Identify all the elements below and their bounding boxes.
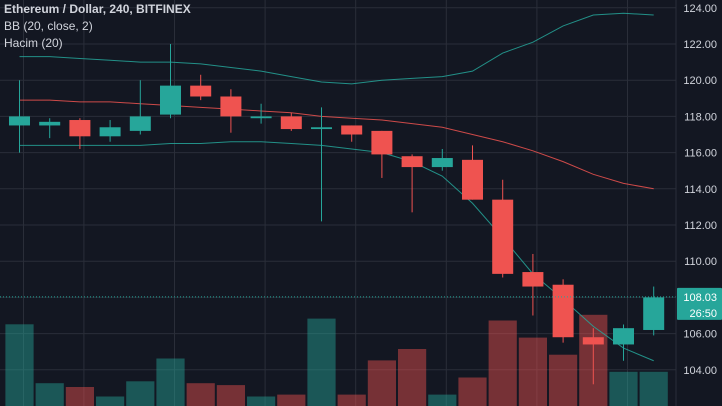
- candle-body: [431, 158, 453, 168]
- candle-body: [129, 116, 151, 131]
- volume-bar: [156, 358, 185, 406]
- candle-body: [220, 96, 242, 117]
- volume-bar: [337, 394, 366, 406]
- price-axis[interactable]: 124.00 122.00 120.00 118.00 116.00 114.00 112.…: [675, 0, 722, 406]
- volume-bar: [247, 396, 276, 406]
- candle-body: [643, 297, 665, 330]
- bb-indicator-label[interactable]: BB (20, close, 2): [4, 19, 93, 33]
- bb-lower-line: [19, 141, 654, 362]
- candle-body: [39, 121, 61, 126]
- axis-tick-label: 110.00: [684, 256, 717, 268]
- candle-body: [462, 159, 483, 200]
- candle-body: [522, 272, 544, 287]
- candle-body: [371, 130, 393, 155]
- axis-tick-label: 106.00: [683, 329, 717, 341]
- volume-bar: [609, 371, 638, 406]
- axis-background: [676, 0, 722, 406]
- volume-bar: [639, 371, 668, 406]
- volume-bars: [5, 314, 668, 406]
- volume-bar: [35, 383, 64, 406]
- axis-tick-label: 116.00: [684, 148, 717, 160]
- axis-tick-label: 114.00: [684, 184, 717, 196]
- candle-body: [311, 127, 332, 130]
- bb-upper-line: [19, 12, 654, 85]
- volume-bar: [5, 324, 34, 406]
- price-tag-countdown: 26:50: [689, 308, 717, 320]
- candle-body: [160, 85, 181, 115]
- volume-bar: [367, 360, 396, 406]
- candle-body: [280, 116, 302, 130]
- candle-body: [99, 127, 121, 137]
- candle-body: [250, 116, 272, 119]
- price-tag: [677, 287, 722, 320]
- volume-bar: [65, 387, 94, 406]
- volume-bar: [126, 381, 155, 406]
- axis-tick-label: 118.00: [684, 111, 717, 123]
- candle-body: [69, 120, 91, 137]
- candle-body: [552, 284, 574, 338]
- volume-bar: [277, 394, 306, 406]
- symbol-title[interactable]: Ethereum / Dollar, 240, BITFINEX: [4, 2, 191, 16]
- volume-bar: [458, 377, 487, 406]
- volume-indicator-label[interactable]: Hacim (20): [4, 36, 63, 50]
- axis-tick-label: 120.00: [683, 75, 717, 87]
- candle-body: [9, 116, 30, 126]
- candle-body: [190, 85, 212, 97]
- price-tag-value: 108.03: [683, 292, 717, 304]
- volume-bar: [398, 349, 427, 406]
- axis-tick-label: 112.00: [684, 220, 717, 232]
- bollinger-bands: [19, 12, 654, 362]
- candle-body: [341, 125, 363, 135]
- volume-bar: [307, 318, 336, 406]
- candle-body: [492, 199, 514, 274]
- volume-bar: [518, 337, 547, 406]
- volume-bar: [216, 385, 245, 406]
- volume-bar: [549, 354, 578, 406]
- candle-body: [613, 328, 634, 345]
- candle-body: [582, 337, 604, 345]
- bb-basis-line: [19, 99, 654, 190]
- chart-legend: Ethereum / Dollar, 240, BITFINEX BB (20,…: [4, 1, 191, 52]
- axis-tick-label: 104.00: [683, 365, 717, 377]
- candlesticks: [9, 44, 665, 385]
- axis-tick-label: 122.00: [683, 39, 717, 51]
- volume-bar: [96, 396, 125, 406]
- candle-body: [401, 156, 423, 168]
- volume-bar: [428, 394, 457, 406]
- volume-bar: [186, 383, 215, 406]
- grid-lines: [0, 0, 676, 406]
- volume-bar: [488, 320, 517, 406]
- axis-tick-label: 124.00: [683, 3, 717, 15]
